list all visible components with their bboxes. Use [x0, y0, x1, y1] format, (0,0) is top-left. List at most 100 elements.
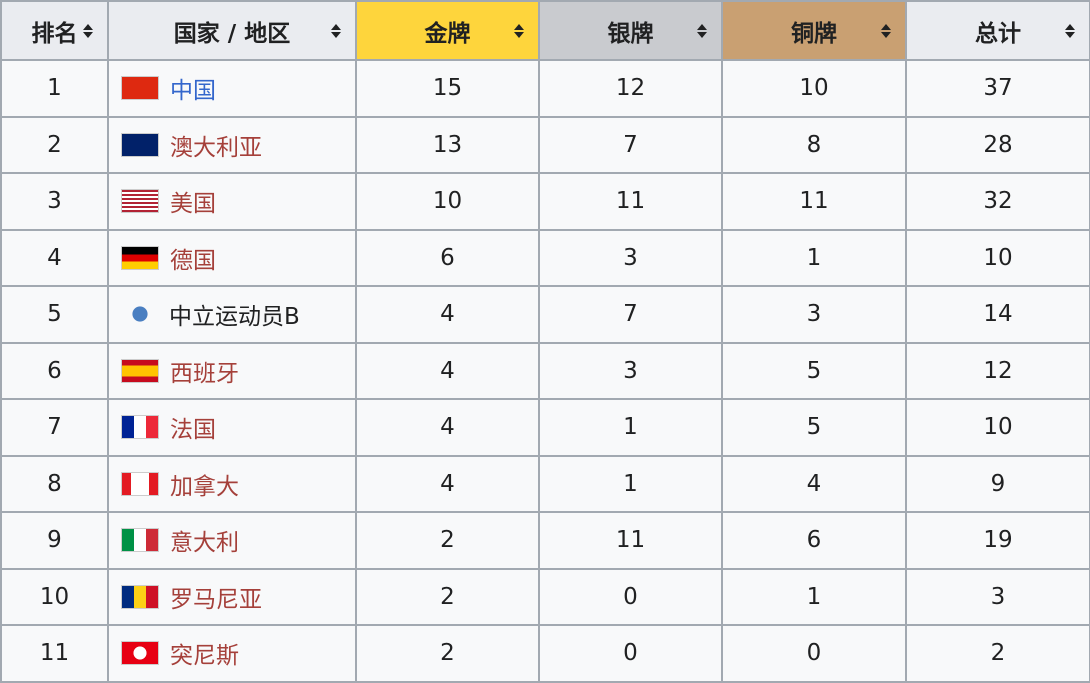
- gold-cell: 10: [355, 172, 540, 231]
- bronze-cell: 3: [721, 285, 907, 344]
- rank-cell: 5: [0, 285, 109, 344]
- header-label: 金牌: [424, 20, 471, 47]
- bronze-cell: 1: [721, 567, 907, 626]
- table-row: 10 罗马尼亚 2 0 1 3: [0, 567, 1090, 626]
- bronze-cell: 6: [721, 511, 907, 570]
- nation-link[interactable]: 突尼斯: [170, 643, 239, 670]
- flag-neutral-icon[interactable]: [129, 302, 151, 327]
- rank-cell: 1: [0, 59, 109, 118]
- nation-cell: 罗马尼亚: [107, 567, 357, 626]
- total-cell: 28: [905, 115, 1090, 174]
- bronze-cell: 4: [721, 454, 907, 513]
- header-label: 排名: [31, 20, 78, 47]
- total-cell: 32: [905, 172, 1090, 231]
- rank-cell: 2: [0, 115, 109, 174]
- table-row: 4 德国 6 3 1 10: [0, 228, 1090, 287]
- sort-icon[interactable]: [1065, 23, 1075, 38]
- nation-link[interactable]: 中国: [170, 78, 216, 105]
- rank-cell: 6: [0, 341, 109, 400]
- flag-spain-icon[interactable]: [121, 358, 159, 383]
- bronze-cell: 10: [721, 59, 907, 118]
- nation-link[interactable]: 中立运动员B: [169, 304, 300, 331]
- rank-cell: 11: [0, 624, 109, 683]
- nation-link[interactable]: 罗马尼亚: [170, 586, 262, 613]
- rank-cell: 7: [0, 398, 109, 457]
- flag-italy-icon[interactable]: [121, 528, 159, 553]
- table-row: 5 中立运动员B 4 7 3 14: [0, 285, 1090, 344]
- nation-link[interactable]: 意大利: [170, 530, 239, 557]
- total-cell: 2: [905, 624, 1090, 683]
- table-row: 3 美国 10 11 11 32: [0, 172, 1090, 231]
- nation-cell: 意大利: [107, 511, 357, 570]
- flag-australia-icon[interactable]: [121, 132, 159, 157]
- table-row: 7 法国 4 1 5 10: [0, 398, 1090, 457]
- header-label: 总计: [975, 20, 1021, 47]
- nation-cell: 德国: [107, 228, 357, 287]
- header-label: 铜牌: [791, 20, 837, 47]
- nation-cell: 美国: [107, 172, 357, 231]
- flag-germany-icon[interactable]: [121, 245, 159, 270]
- column-header-rank[interactable]: 排名: [0, 0, 109, 61]
- total-cell: 10: [905, 228, 1090, 287]
- table-row: 2 澳大利亚 13 7 8 28: [0, 115, 1090, 174]
- flag-china-icon[interactable]: [121, 76, 159, 101]
- bronze-cell: 11: [721, 172, 907, 231]
- nation-cell: 加拿大: [107, 454, 357, 513]
- sort-icon[interactable]: [514, 23, 524, 38]
- gold-cell: 6: [355, 228, 540, 287]
- column-header-bronze[interactable]: 铜牌: [721, 0, 907, 61]
- rank-cell: 8: [0, 454, 109, 513]
- nation-link[interactable]: 德国: [170, 247, 216, 274]
- bronze-cell: 5: [721, 341, 907, 400]
- flag-usa-icon[interactable]: [121, 189, 159, 214]
- nation-link[interactable]: 澳大利亚: [170, 134, 262, 161]
- gold-cell: 4: [355, 341, 540, 400]
- silver-cell: 3: [538, 228, 723, 287]
- gold-cell: 4: [355, 454, 540, 513]
- nation-cell: 中立运动员B: [107, 285, 357, 344]
- silver-cell: 11: [538, 511, 723, 570]
- bronze-cell: 1: [721, 228, 907, 287]
- nation-link[interactable]: 加拿大: [170, 473, 239, 500]
- sort-icon[interactable]: [83, 23, 93, 38]
- gold-cell: 2: [355, 624, 540, 683]
- nation-link[interactable]: 法国: [170, 417, 216, 444]
- nation-cell: 突尼斯: [107, 624, 357, 683]
- silver-cell: 7: [538, 115, 723, 174]
- table-row: 6 西班牙 4 3 5 12: [0, 341, 1090, 400]
- flag-tunisia-icon[interactable]: [121, 641, 159, 666]
- flag-canada-icon[interactable]: [121, 471, 159, 496]
- gold-cell: 15: [355, 59, 540, 118]
- silver-cell: 0: [538, 624, 723, 683]
- column-header-nation[interactable]: 国家 / 地区: [107, 0, 357, 61]
- column-header-total[interactable]: 总计: [905, 0, 1090, 61]
- silver-cell: 0: [538, 567, 723, 626]
- total-cell: 9: [905, 454, 1090, 513]
- total-cell: 3: [905, 567, 1090, 626]
- silver-cell: 12: [538, 59, 723, 118]
- gold-cell: 2: [355, 567, 540, 626]
- silver-cell: 11: [538, 172, 723, 231]
- column-header-silver[interactable]: 银牌: [538, 0, 723, 61]
- flag-france-icon[interactable]: [121, 415, 159, 440]
- silver-cell: 3: [538, 341, 723, 400]
- rank-cell: 10: [0, 567, 109, 626]
- silver-cell: 1: [538, 398, 723, 457]
- gold-cell: 4: [355, 398, 540, 457]
- table-row: 8 加拿大 4 1 4 9: [0, 454, 1090, 513]
- sort-icon[interactable]: [881, 23, 891, 38]
- gold-cell: 2: [355, 511, 540, 570]
- header-label: 国家 / 地区: [173, 20, 291, 47]
- nation-cell: 澳大利亚: [107, 115, 357, 174]
- flag-romania-icon[interactable]: [121, 584, 159, 609]
- sort-icon[interactable]: [331, 23, 341, 38]
- nation-link[interactable]: 美国: [170, 191, 216, 218]
- nation-cell: 西班牙: [107, 341, 357, 400]
- table-row: 1 中国 15 12 10 37: [0, 59, 1090, 118]
- nation-link[interactable]: 西班牙: [170, 360, 239, 387]
- total-cell: 37: [905, 59, 1090, 118]
- rank-cell: 3: [0, 172, 109, 231]
- column-header-gold[interactable]: 金牌: [355, 0, 540, 61]
- sort-icon[interactable]: [697, 23, 707, 38]
